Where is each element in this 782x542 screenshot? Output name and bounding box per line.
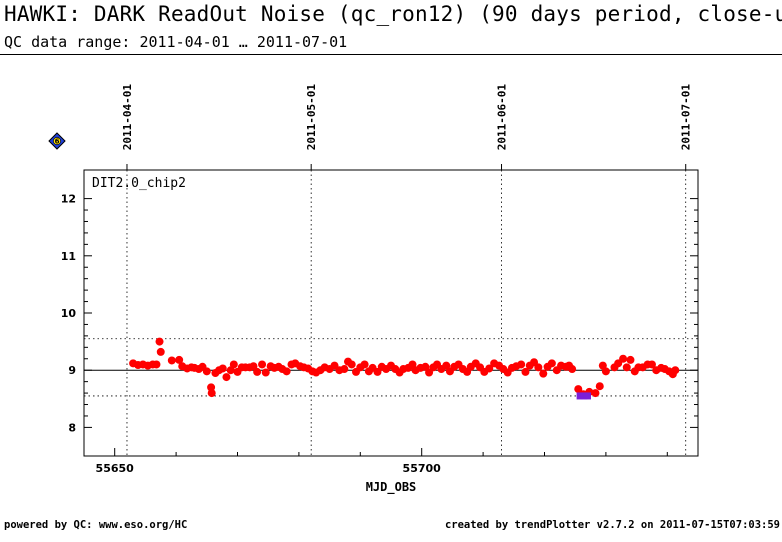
outlier-point: [583, 392, 591, 400]
data-point: [229, 360, 238, 369]
plot-frame: [83, 169, 699, 457]
y-tick-label: 9: [68, 364, 76, 377]
y-tick-label: 10: [61, 307, 77, 320]
data-point: [647, 360, 656, 369]
data-point: [340, 365, 349, 374]
badge-circle: [53, 137, 61, 145]
data-point: [253, 367, 262, 376]
data-point: [442, 361, 451, 370]
y-tick-label: 12: [61, 193, 76, 206]
outlier-point: [576, 392, 584, 400]
data-point: [202, 367, 211, 376]
data-point: [521, 367, 530, 376]
footer-created-by: created by trendPlotter v2.7.2 on 2011-0…: [444, 519, 780, 531]
data-point: [218, 364, 227, 373]
data-point: [547, 359, 556, 368]
data-point: [539, 369, 548, 378]
data-point: [167, 356, 176, 365]
date-marker-label: 2011-06-01: [496, 84, 509, 151]
data-point: [595, 382, 604, 391]
data-point: [485, 364, 494, 373]
data-point: [568, 365, 577, 374]
panel-label: DIT2.0_chip2: [92, 176, 186, 191]
gridlines: [126, 170, 687, 456]
data-point: [258, 360, 267, 369]
badge-label: 6: [55, 138, 60, 146]
axis-ticks: 8 9 10 11 12 55650 55700: [61, 164, 698, 475]
data-point: [347, 360, 356, 369]
x-tick-label: 55700: [403, 462, 442, 475]
data-point: [421, 362, 430, 371]
data-points: [129, 337, 680, 400]
data-point: [619, 354, 628, 363]
date-marker-label: 2011-05-01: [305, 84, 318, 151]
data-point: [360, 360, 369, 369]
x-tick-label: 55650: [96, 462, 135, 475]
count-badge[interactable]: 6: [48, 132, 66, 150]
data-range-subtitle: QC data range: 2011-04-01 … 2011-07-01: [4, 33, 348, 51]
data-point: [282, 367, 291, 376]
data-point: [222, 373, 231, 382]
title-divider: [0, 54, 782, 55]
data-point: [534, 363, 543, 372]
data-point: [601, 367, 610, 376]
x-axis-label: MJD_OBS: [366, 480, 417, 495]
data-point: [156, 347, 165, 356]
data-point: [249, 362, 258, 371]
data-point: [622, 363, 631, 372]
data-point: [207, 389, 216, 398]
data-point: [517, 360, 526, 369]
page-title: HAWKI: DARK ReadOut Noise (qc_ron12) (90…: [4, 2, 782, 26]
footer-powered-by: powered by QC: www.eso.org/HC: [4, 519, 188, 531]
data-point: [591, 389, 600, 398]
data-point: [261, 368, 270, 377]
y-tick-label: 11: [61, 250, 76, 263]
data-point: [155, 337, 164, 346]
data-point: [574, 385, 583, 394]
date-marker-labels: 2011-04-01 2011-05-01 2011-06-01 2011-07-01: [121, 84, 693, 151]
y-tick-label: 8: [68, 421, 76, 434]
data-point: [626, 355, 635, 364]
data-point: [671, 366, 680, 375]
outlier-point: [580, 392, 588, 400]
date-marker-label: 2011-04-01: [121, 84, 134, 151]
date-marker-label: 2011-07-01: [680, 84, 693, 151]
data-point: [152, 360, 161, 369]
data-point: [175, 355, 184, 364]
